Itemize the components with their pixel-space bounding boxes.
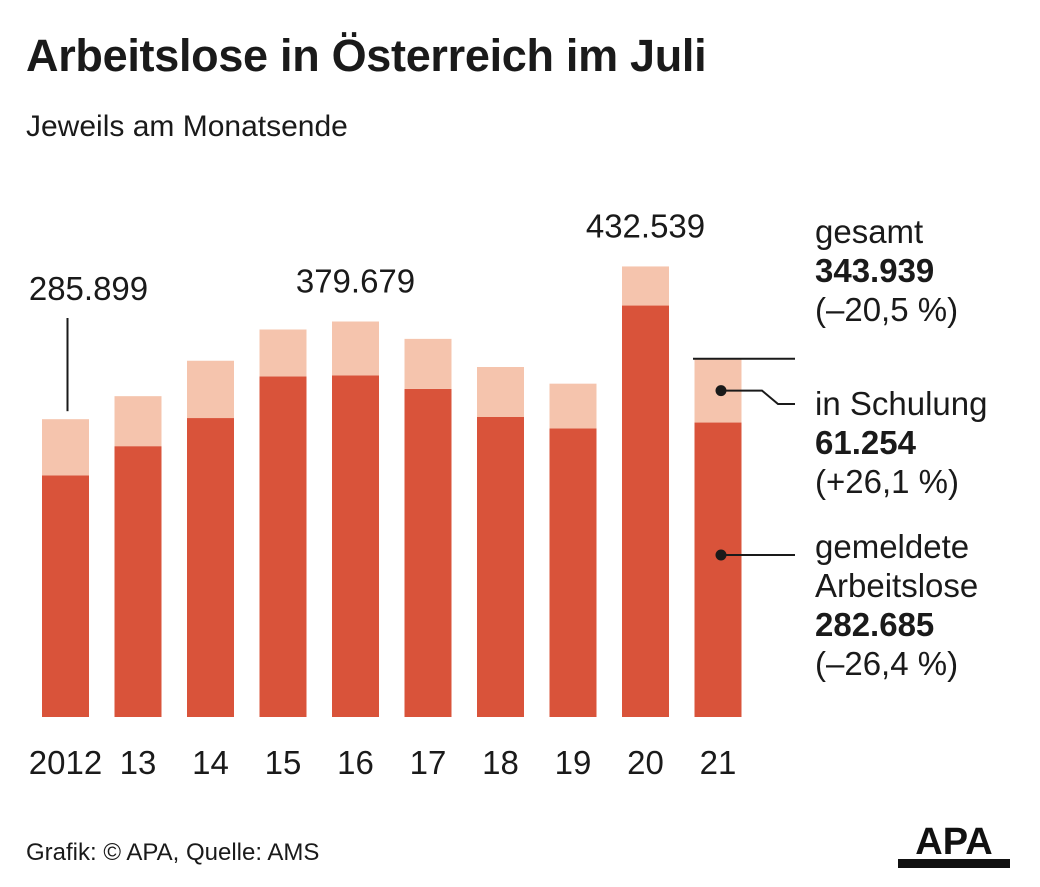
x-tick-13: 13	[120, 744, 157, 781]
bar-training-20	[622, 266, 669, 306]
source-credit: Grafik: © APA, Quelle: AMS	[26, 839, 320, 866]
x-tick-labels-group: 2012 13 14 15 16 17 18 19 20 21	[29, 744, 737, 781]
bar-training-18	[477, 367, 524, 417]
legend-training-value: 61.254	[815, 424, 916, 461]
bar-registered-2012	[42, 475, 89, 717]
bar-training-2012	[42, 419, 89, 476]
bar-registered-15	[259, 376, 307, 717]
bar-registered-19	[549, 428, 597, 717]
value-label-2012: 285.899	[29, 270, 148, 307]
legend-total-value: 343.939	[815, 252, 935, 289]
bar-registered-16	[332, 375, 379, 717]
legend-total: gesamt 343.939 (–20,5 %)	[815, 212, 958, 329]
apa-logo-bar	[898, 859, 1010, 868]
legend-registered-label-2: Arbeitslose	[815, 567, 979, 604]
bar-training-17	[404, 338, 452, 389]
x-tick-21: 21	[700, 744, 737, 781]
x-tick-14: 14	[192, 744, 229, 781]
value-labels-group: 285.899 379.679 432.539	[29, 207, 705, 412]
legend-training-change: (+26,1 %)	[815, 463, 959, 500]
bars-group	[42, 266, 742, 717]
legend-training: in Schulung 61.254 (+26,1 %)	[815, 384, 987, 501]
value-label-20: 432.539	[586, 207, 705, 244]
legend-registered-value: 282.685	[815, 606, 935, 643]
chart-subtitle: Jeweils am Monatsende	[26, 110, 348, 143]
legend-total-change: (–20,5 %)	[815, 291, 959, 328]
bar-training-16	[332, 321, 379, 376]
bar-registered-21	[694, 422, 742, 717]
leader-training	[721, 389, 795, 405]
apa-logo: APA	[898, 821, 1010, 868]
legend-registered-label-1: gemeldete	[815, 528, 970, 565]
x-tick-15: 15	[265, 744, 302, 781]
legend-leader-lines	[693, 357, 795, 561]
bar-registered-17	[404, 388, 452, 717]
bar-registered-13	[114, 446, 162, 717]
apa-logo-text: APA	[915, 821, 992, 863]
x-tick-17: 17	[410, 744, 447, 781]
bar-training-14	[187, 360, 234, 419]
bar-registered-20	[622, 305, 669, 717]
legend-registered: gemeldete Arbeitslose 282.685 (–26,4 %)	[815, 527, 978, 683]
bar-registered-14	[187, 418, 234, 717]
legend-registered-change: (–26,4 %)	[815, 645, 959, 682]
x-tick-19: 19	[555, 744, 592, 781]
bar-training-13	[114, 396, 162, 447]
value-label-16: 379.679	[296, 263, 415, 300]
x-tick-18: 18	[482, 744, 519, 781]
legend-total-label: gesamt	[815, 213, 924, 250]
x-tick-16: 16	[337, 744, 374, 781]
x-tick-20: 20	[627, 744, 664, 781]
chart-title: Arbeitslose in Österreich im Juli	[26, 30, 707, 81]
bar-registered-18	[477, 417, 524, 717]
bar-training-19	[549, 383, 597, 429]
x-tick-2012: 2012	[29, 744, 102, 781]
legend-training-label: in Schulung	[815, 385, 988, 422]
bar-training-15	[259, 329, 307, 377]
